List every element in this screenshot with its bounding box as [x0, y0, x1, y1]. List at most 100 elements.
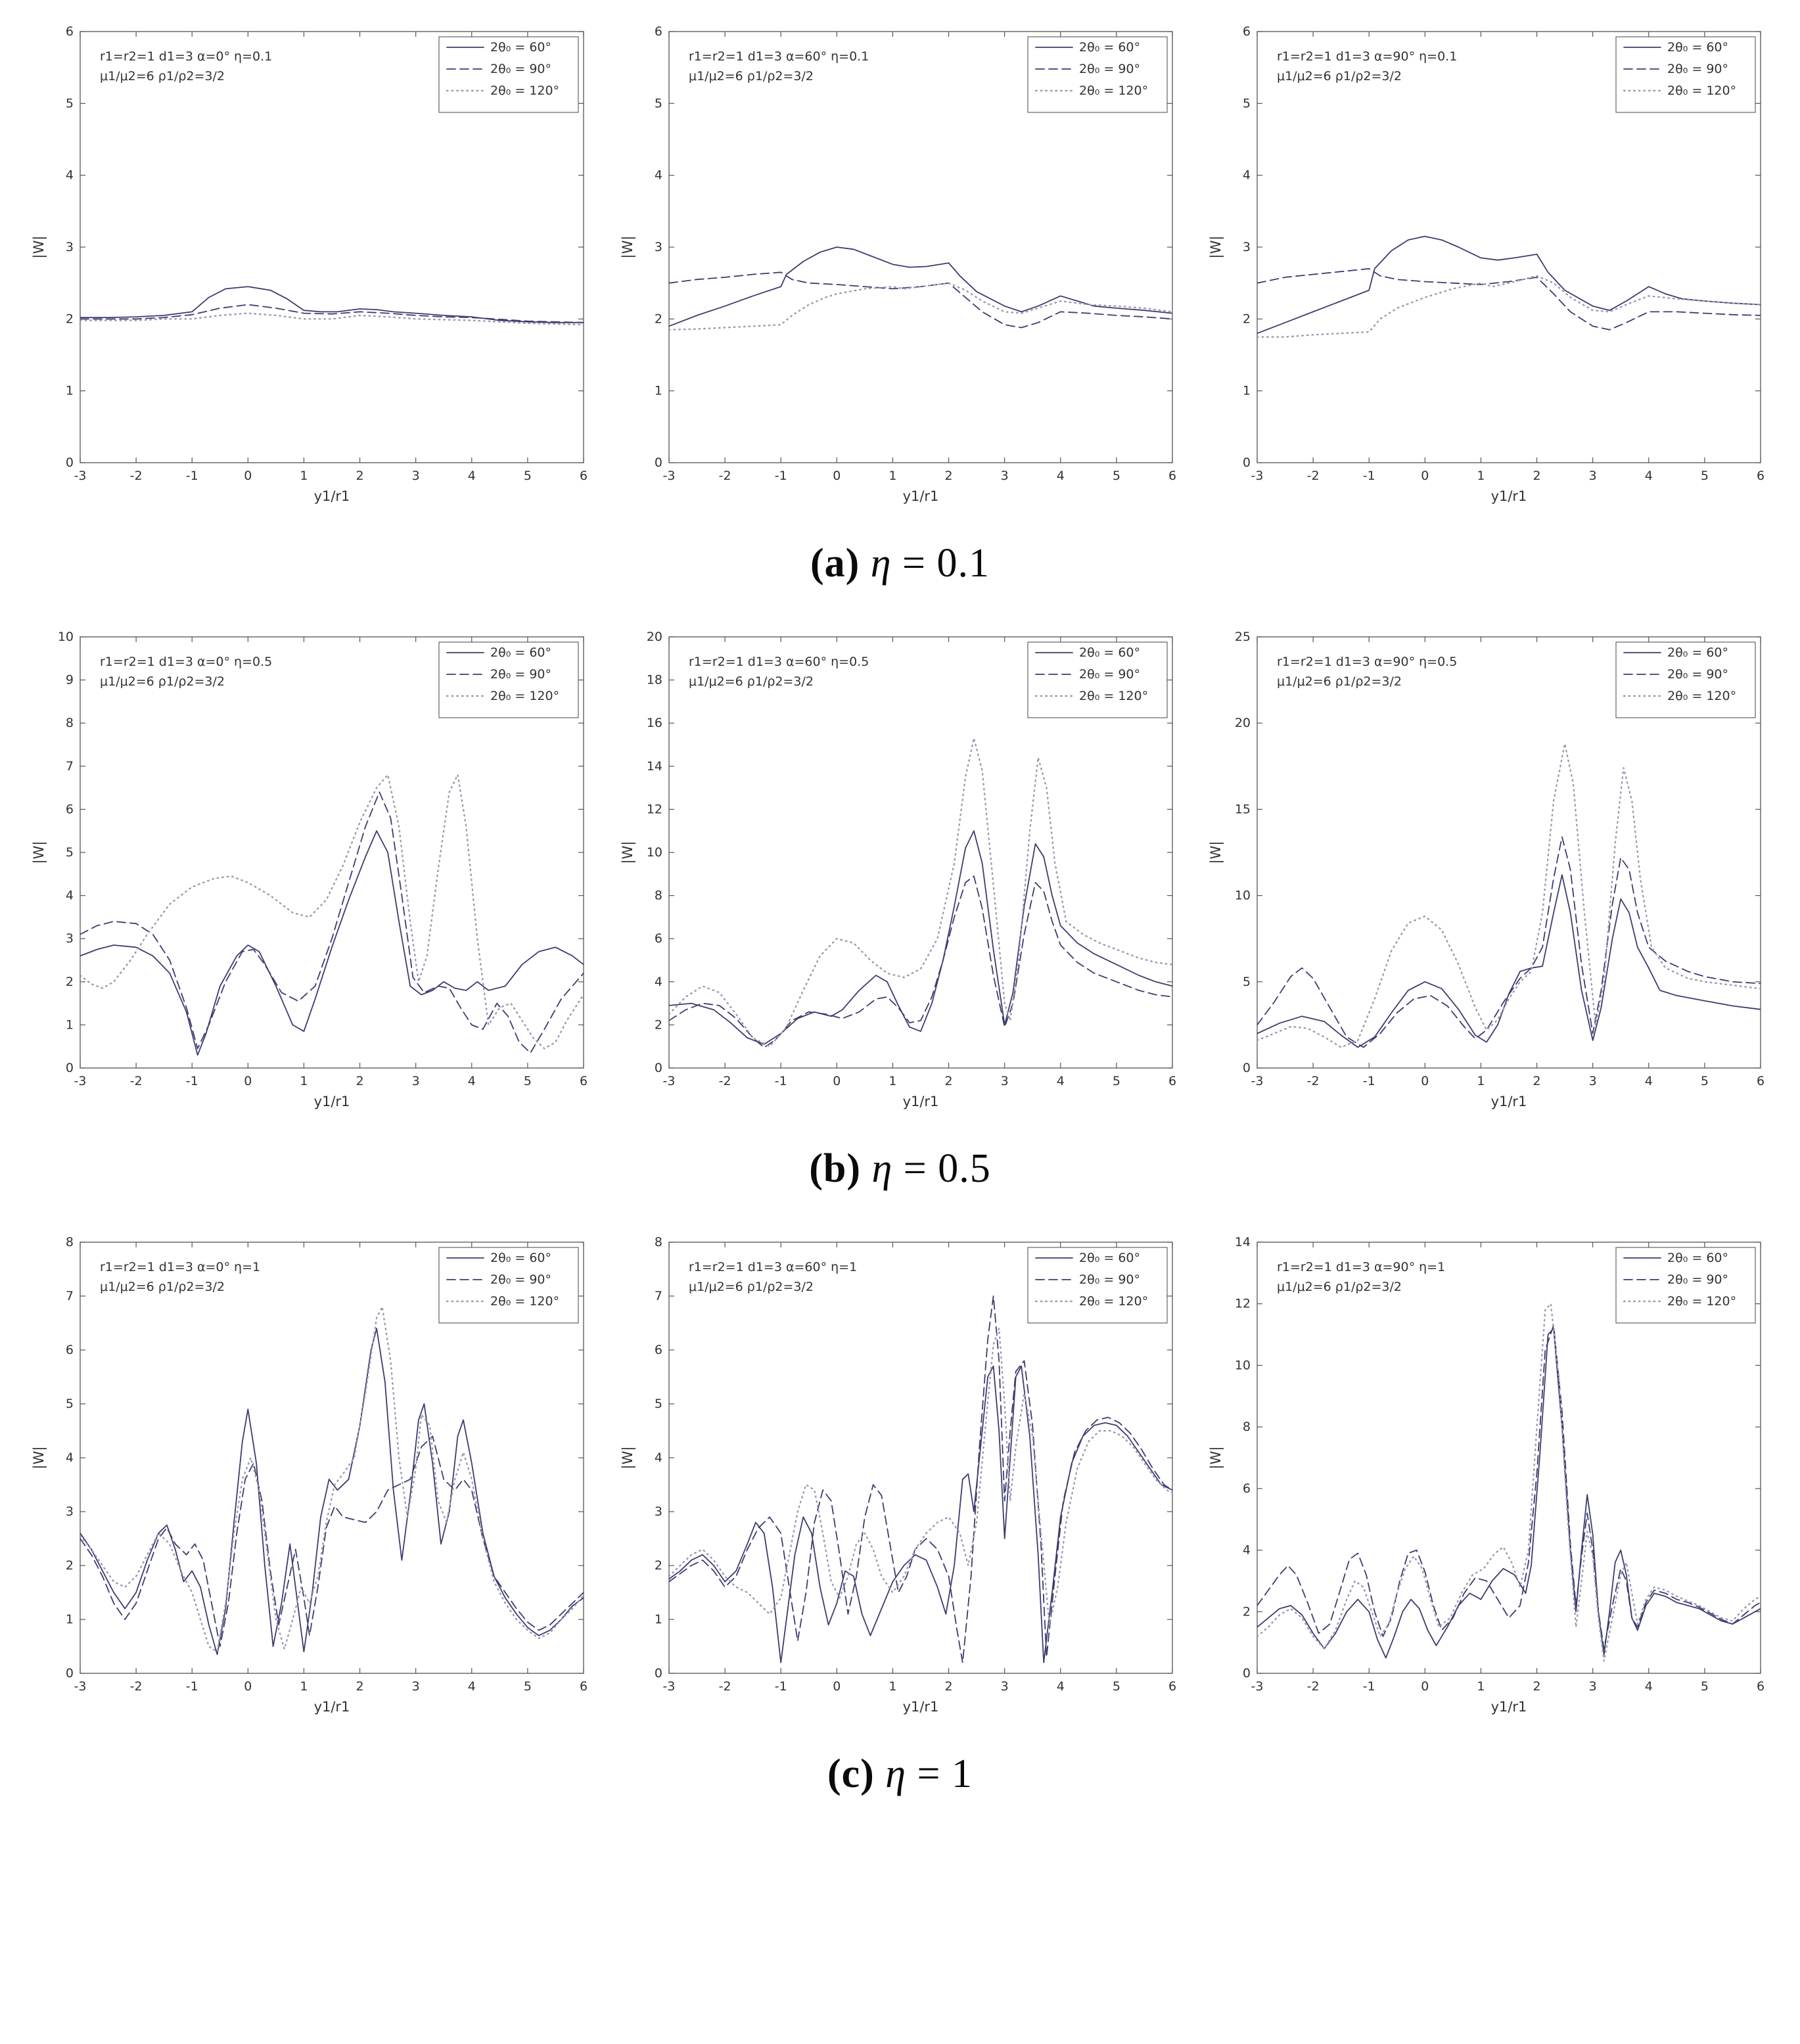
annotation-line-1: μ1/μ2=6 ρ1/ρ2=3/2	[100, 674, 225, 689]
x-tick-label: -2	[1307, 469, 1320, 483]
y-tick-label: 10	[58, 630, 74, 644]
legend-label-2: 2θ₀ = 120°	[1079, 1294, 1148, 1309]
y-tick-label: 15	[1235, 802, 1251, 816]
x-tick-label: 2	[1533, 1074, 1541, 1088]
x-tick-label: 2	[356, 469, 364, 483]
series-line-2	[668, 737, 1172, 1048]
y-tick-label: 2	[1243, 312, 1251, 326]
y-axis-label: |W|	[620, 1447, 636, 1470]
series-line-0	[80, 830, 584, 1056]
annotation: r1=r2=1 d1=3 α=90° η=1 μ1/μ2=6 ρ1/ρ2=3/2	[1277, 1260, 1445, 1294]
y-tick-label: 6	[66, 802, 74, 816]
legend-box	[1615, 36, 1756, 113]
x-tick-label: 4	[1645, 1679, 1653, 1694]
y-tick-label: 0	[66, 1061, 74, 1075]
x-tick-label: 5	[1701, 1074, 1709, 1088]
legend-label-2: 2θ₀ = 120°	[490, 1294, 559, 1309]
y-tick-label: 2	[654, 312, 662, 326]
y-tick-label: 8	[654, 889, 662, 903]
x-axis-label: y1/r1	[314, 488, 350, 504]
series-line-1	[668, 875, 1172, 1048]
y-tick-label: 5	[1243, 975, 1251, 989]
caption-b-var: η	[871, 1146, 893, 1191]
y-tick-label: 8	[66, 1235, 74, 1249]
x-tick-label: -3	[662, 1074, 675, 1088]
x-tick-label: 4	[1056, 1679, 1064, 1694]
annotation-line-0: r1=r2=1 d1=3 α=0° η=0.5	[100, 655, 272, 669]
y-tick-label: 2	[66, 312, 74, 326]
x-tick-label: 5	[524, 1074, 532, 1088]
x-tick-label: 0	[244, 1074, 252, 1088]
series-line-2	[80, 1306, 584, 1653]
legend: 2θ₀ = 60° 2θ₀ = 90° 2θ₀ = 120°	[1615, 36, 1756, 113]
legend-box	[1615, 1247, 1756, 1324]
y-tick-label: 4	[66, 168, 74, 183]
y-tick-label: 0	[654, 455, 662, 470]
x-axis-label: y1/r1	[314, 1699, 350, 1715]
series-line-0	[1257, 235, 1761, 335]
x-tick-label: -3	[1251, 469, 1264, 483]
legend-label-0: 2θ₀ = 60°	[490, 645, 551, 660]
legend-label-1: 2θ₀ = 90°	[1667, 667, 1728, 682]
x-tick-label: -1	[186, 1074, 198, 1088]
legend-label-2: 2θ₀ = 120°	[490, 83, 559, 98]
legend-label-2: 2θ₀ = 120°	[1667, 1294, 1736, 1309]
legend-label-1: 2θ₀ = 90°	[490, 667, 551, 682]
chart-panel-c-alpha-60: -3 -2 -1 0 1 2 3 4 5 6 0 1 2 3 4 5 6 7 8 y1/r1 |W| r1=r2=1 d1…	[617, 1228, 1183, 1722]
y-tick-label: 20	[646, 630, 662, 644]
plot-box	[1257, 1242, 1761, 1674]
x-axis-label: y1/r1	[902, 1094, 938, 1109]
y-axis-label: |W|	[31, 1447, 47, 1470]
ticks: -3 -2 -1 0 1 2 3 4 5 6 0 1 2 3 4 5 6	[654, 24, 1176, 483]
y-axis-label: |W|	[31, 841, 47, 864]
y-tick-label: 2	[654, 1017, 662, 1032]
x-tick-label: 1	[1477, 1679, 1485, 1694]
y-tick-label: 8	[1243, 1420, 1251, 1434]
legend-label-1: 2θ₀ = 90°	[1667, 1272, 1728, 1287]
series-line-0	[1257, 1328, 1761, 1659]
annotation-line-1: μ1/μ2=6 ρ1/ρ2=3/2	[100, 69, 225, 83]
x-tick-label: 3	[1589, 469, 1597, 483]
x-tick-label: 2	[1533, 1679, 1541, 1694]
chart-svg-6: -3 -2 -1 0 1 2 3 4 5 6 0 1 2 3 4 5 6 7 8 y1/r1 |W| r1=r2=1 d1…	[29, 1228, 594, 1722]
y-tick-label: 7	[66, 1289, 74, 1303]
y-tick-label: 6	[654, 1343, 662, 1357]
y-tick-label: 1	[1243, 384, 1251, 398]
y-tick-label: 0	[654, 1666, 662, 1681]
legend: 2θ₀ = 60° 2θ₀ = 90° 2θ₀ = 120°	[438, 36, 579, 113]
x-tick-label: 1	[300, 1679, 308, 1694]
y-tick-label: 0	[1243, 455, 1251, 470]
x-tick-label: -1	[774, 1074, 787, 1088]
x-tick-label: -2	[130, 469, 143, 483]
x-tick-label: 3	[412, 1074, 420, 1088]
series-group	[1257, 1303, 1761, 1662]
x-tick-label: 5	[1112, 469, 1120, 483]
series-line-0	[80, 1328, 584, 1656]
chart-svg-3: -3 -2 -1 0 1 2 3 4 5 6 0 1 2 3 4 5 6 7 8 9 10 y1/r1 |W| r1=r2=1…	[29, 622, 594, 1117]
legend-label-2: 2θ₀ = 120°	[1079, 689, 1148, 703]
y-tick-label: 2	[66, 1558, 74, 1573]
y-tick-label: 5	[654, 1397, 662, 1411]
annotation-line-1: μ1/μ2=6 ρ1/ρ2=3/2	[689, 674, 814, 689]
y-tick-label: 18	[646, 673, 662, 687]
x-tick-label: -1	[1363, 1679, 1375, 1694]
legend: 2θ₀ = 60° 2θ₀ = 90° 2θ₀ = 120°	[1027, 641, 1168, 718]
legend-label-1: 2θ₀ = 90°	[490, 1272, 551, 1287]
x-axis-label: y1/r1	[1491, 1094, 1527, 1109]
y-tick-label: 8	[654, 1235, 662, 1249]
legend-box	[438, 641, 579, 718]
y-tick-label: 1	[654, 384, 662, 398]
y-tick-label: 1	[654, 1612, 662, 1627]
y-tick-label: 8	[66, 716, 74, 730]
ticks: -3 -2 -1 0 1 2 3 4 5 6 0 1 2 3 4 5 6	[66, 24, 588, 483]
x-tick-label: -3	[74, 1074, 87, 1088]
chart-svg-7: -3 -2 -1 0 1 2 3 4 5 6 0 1 2 3 4 5 6 7 8 y1/r1 |W| r1=r2=1 d1…	[617, 1228, 1183, 1722]
ticks: -3 -2 -1 0 1 2 3 4 5 6 0 1 2 3 4 5 6 7 8 9 10	[58, 630, 588, 1088]
series-line-1	[668, 1295, 1172, 1663]
x-tick-label: 4	[468, 1679, 476, 1694]
x-tick-label: -3	[1251, 1074, 1264, 1088]
series-group	[668, 246, 1172, 331]
ticks: -3 -2 -1 0 1 2 3 4 5 6 0 1 2 3 4 5 6	[1243, 24, 1765, 483]
x-tick-label: 4	[1645, 469, 1653, 483]
